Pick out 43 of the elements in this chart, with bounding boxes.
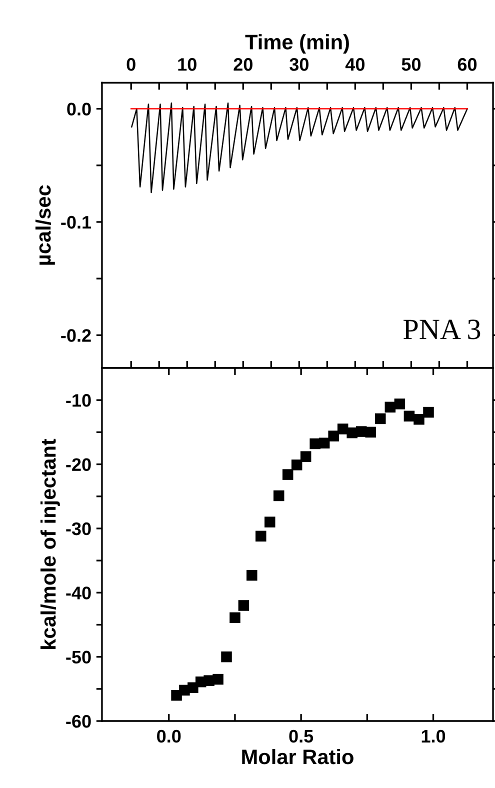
y-tick-label: -40 bbox=[66, 586, 91, 600]
x-tick-label: 0.0 bbox=[157, 730, 181, 743]
annotation: PNA 3 bbox=[404, 320, 480, 340]
y-tick-label: 0.0 bbox=[67, 102, 91, 116]
point bbox=[291, 460, 302, 470]
x-tick-label: 0.5 bbox=[289, 730, 314, 743]
y-tick-label: -60 bbox=[66, 714, 91, 728]
x-tick-label: 40 bbox=[345, 58, 365, 71]
point bbox=[375, 413, 386, 424]
point bbox=[394, 398, 406, 410]
line-series bbox=[131, 102, 468, 194]
x-tick-label: 10 bbox=[178, 58, 196, 71]
x-tick-label: 1.0 bbox=[422, 730, 446, 743]
x-axis-title: Time (min) bbox=[245, 34, 349, 54]
x-tick-label: 50 bbox=[402, 58, 421, 71]
y-tick-label: -20 bbox=[66, 458, 91, 471]
point bbox=[212, 674, 224, 685]
y-tick-label: -0.1 bbox=[61, 216, 92, 229]
x-tick-label: 0 bbox=[126, 58, 136, 71]
point bbox=[318, 438, 330, 448]
y-tick-label: -0.2 bbox=[61, 329, 91, 342]
y-tick-label: -30 bbox=[66, 522, 91, 536]
point bbox=[423, 406, 434, 418]
point bbox=[282, 469, 294, 480]
point bbox=[264, 516, 276, 528]
point bbox=[230, 612, 240, 624]
y-tick-label: -50 bbox=[66, 650, 91, 664]
point bbox=[300, 451, 312, 462]
x-axis-title: Molar Ratio bbox=[242, 748, 354, 764]
y-axis-title: kcal/mole of injectant bbox=[40, 438, 60, 649]
x-tick-label: 60 bbox=[458, 58, 477, 71]
x-tick-label: 30 bbox=[290, 58, 308, 71]
point bbox=[365, 426, 376, 438]
point bbox=[273, 490, 284, 502]
y-axis-title: µcal/sec bbox=[35, 185, 55, 265]
point bbox=[328, 430, 339, 442]
point bbox=[255, 530, 266, 542]
point bbox=[221, 651, 232, 662]
point bbox=[238, 600, 250, 611]
point bbox=[246, 570, 258, 581]
x-tick-label: 20 bbox=[234, 58, 252, 71]
y-tick-label: -10 bbox=[66, 394, 91, 407]
point bbox=[414, 414, 424, 425]
